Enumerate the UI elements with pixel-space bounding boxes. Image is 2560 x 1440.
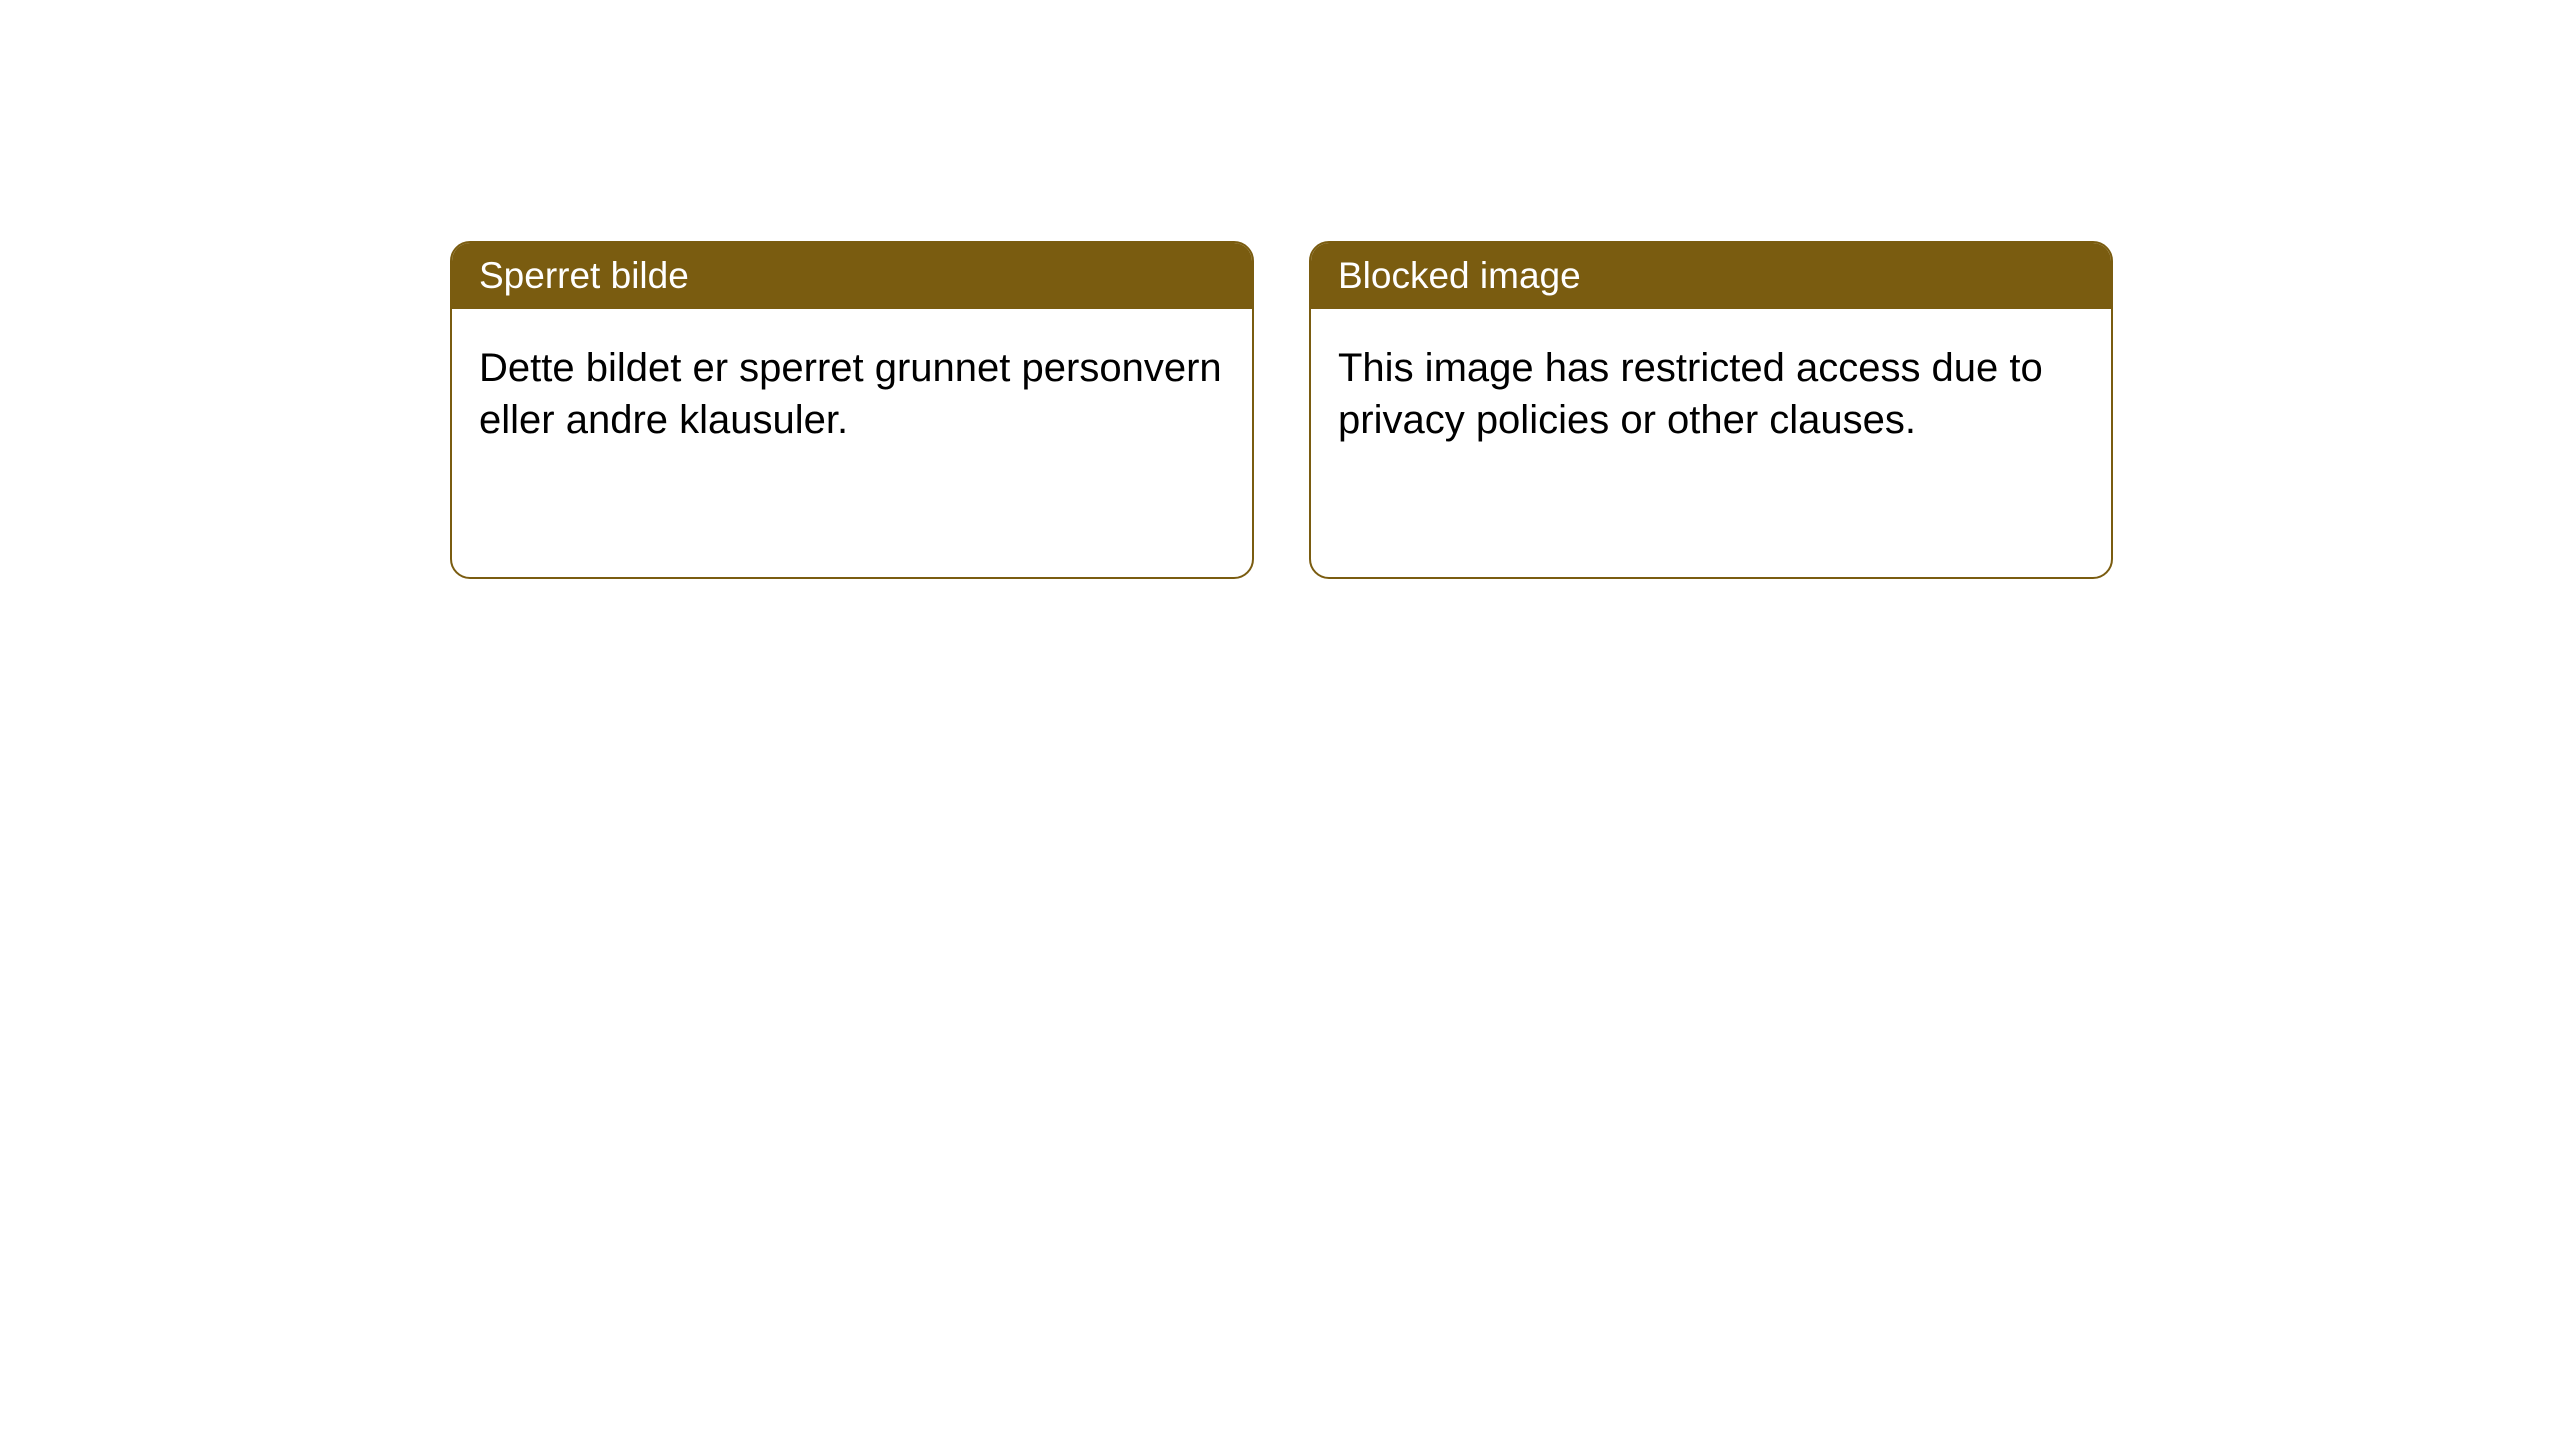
notice-card-norwegian: Sperret bilde Dette bildet er sperret gr…: [450, 241, 1254, 579]
notice-body-english: This image has restricted access due to …: [1311, 309, 2111, 479]
notice-header-norwegian: Sperret bilde: [452, 243, 1252, 309]
notice-container: Sperret bilde Dette bildet er sperret gr…: [450, 241, 2113, 579]
notice-header-english: Blocked image: [1311, 243, 2111, 309]
notice-card-english: Blocked image This image has restricted …: [1309, 241, 2113, 579]
notice-body-norwegian: Dette bildet er sperret grunnet personve…: [452, 309, 1252, 479]
